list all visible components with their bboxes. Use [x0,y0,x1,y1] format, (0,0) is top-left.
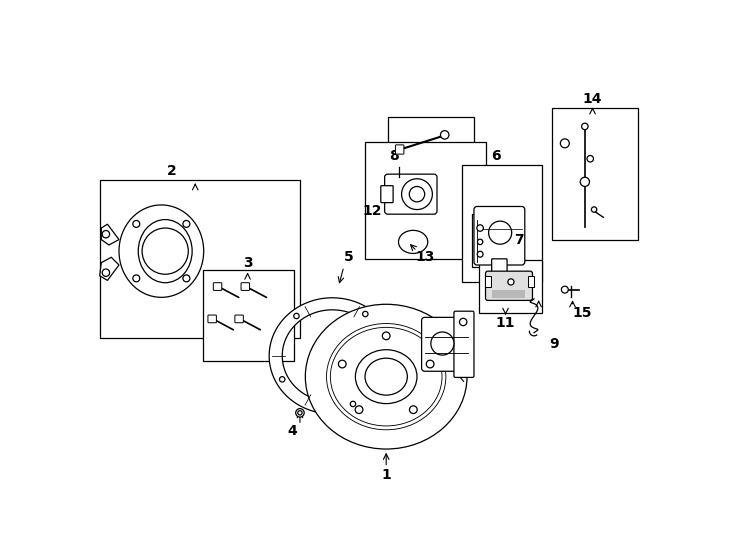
Bar [100,180,300,338]
Text: 11: 11 [495,316,515,330]
Bar [552,108,638,240]
Text: 10: 10 [452,364,471,378]
Polygon shape [385,320,406,392]
Text: 5: 5 [344,251,354,264]
Circle shape [280,376,285,382]
Polygon shape [101,224,119,245]
Circle shape [459,318,467,326]
Bar [473,214,511,267]
Circle shape [489,221,512,244]
Text: 9: 9 [549,336,559,350]
Circle shape [133,220,139,227]
Circle shape [580,177,589,186]
Bar [365,142,487,259]
Circle shape [410,186,425,202]
Text: 14: 14 [583,92,603,106]
Ellipse shape [119,205,204,298]
FancyBboxPatch shape [454,311,474,377]
Bar [479,260,542,313]
Text: 3: 3 [243,256,252,271]
Circle shape [183,220,190,227]
Circle shape [477,225,484,231]
Circle shape [142,228,189,274]
FancyBboxPatch shape [241,283,250,291]
Ellipse shape [355,350,417,403]
FancyBboxPatch shape [396,145,404,154]
Text: 15: 15 [573,306,592,320]
Ellipse shape [330,327,442,426]
Circle shape [102,231,109,238]
FancyBboxPatch shape [385,174,437,214]
Ellipse shape [305,304,467,449]
Bar [462,165,542,282]
Polygon shape [269,298,393,414]
Ellipse shape [365,358,407,395]
Circle shape [363,312,368,317]
FancyBboxPatch shape [474,206,525,265]
Circle shape [294,313,299,319]
Circle shape [382,332,390,340]
Text: 7: 7 [514,233,523,247]
FancyBboxPatch shape [381,186,393,202]
Circle shape [183,275,190,282]
Bar [484,276,491,287]
Bar [528,276,534,287]
Text: 4: 4 [288,423,297,437]
Circle shape [350,401,356,407]
Circle shape [431,332,454,355]
Ellipse shape [399,231,428,253]
FancyBboxPatch shape [208,315,217,323]
Circle shape [102,269,109,276]
Text: 1: 1 [381,468,391,482]
Text: 6: 6 [491,148,501,163]
Circle shape [133,275,139,282]
Circle shape [338,360,346,368]
Circle shape [477,239,483,245]
Circle shape [560,139,570,148]
Text: 12: 12 [363,204,382,218]
FancyBboxPatch shape [214,283,222,291]
Circle shape [477,251,483,257]
Circle shape [592,207,597,212]
Circle shape [562,286,568,293]
Circle shape [410,406,417,414]
Circle shape [581,123,588,130]
FancyBboxPatch shape [493,291,525,298]
Circle shape [298,411,302,415]
Text: 8: 8 [389,148,399,163]
Circle shape [508,279,514,285]
Ellipse shape [138,220,192,283]
Circle shape [355,406,363,414]
FancyBboxPatch shape [485,271,532,300]
Text: 2: 2 [167,164,177,178]
Polygon shape [100,257,119,280]
Circle shape [587,156,594,162]
Text: 13: 13 [415,251,435,264]
FancyBboxPatch shape [421,318,471,372]
Circle shape [440,131,449,139]
Circle shape [296,409,304,417]
FancyBboxPatch shape [235,315,244,323]
Circle shape [401,179,432,210]
Bar [203,271,294,361]
FancyBboxPatch shape [492,259,507,276]
Bar [388,117,474,173]
Circle shape [426,360,434,368]
Ellipse shape [327,323,446,430]
